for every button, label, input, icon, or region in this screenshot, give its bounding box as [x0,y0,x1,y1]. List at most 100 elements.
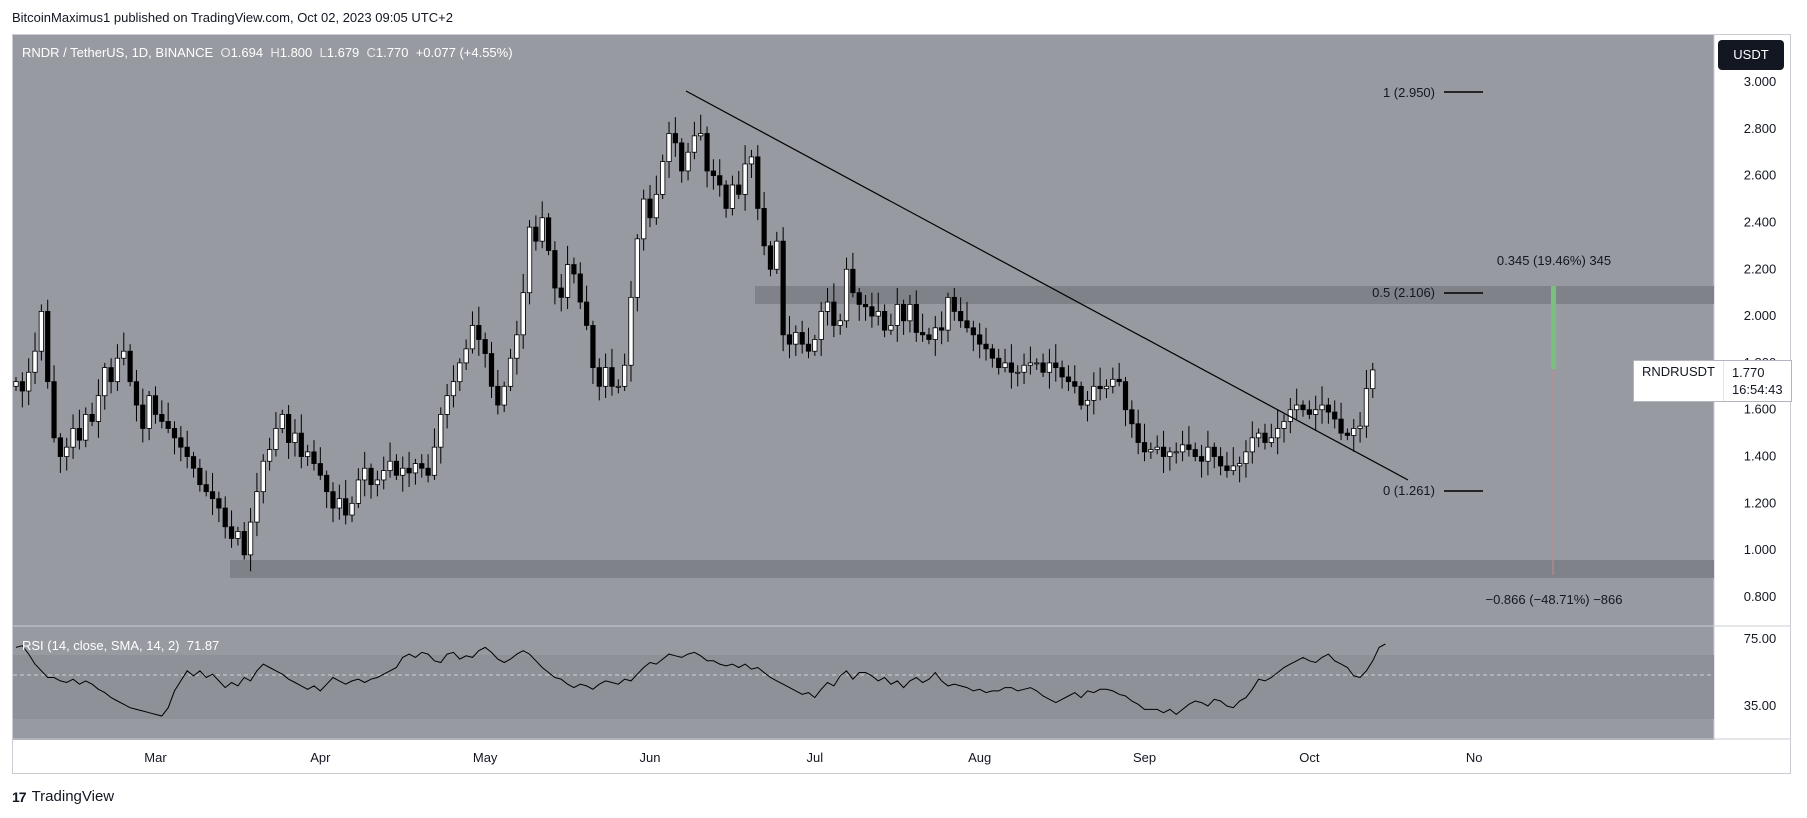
candle [1275,409,1281,455]
candle [1205,430,1211,476]
candle [1363,369,1370,438]
candle [171,421,178,455]
candle [159,400,165,429]
candle [571,257,577,284]
candle [1110,367,1116,394]
tradingview-logo[interactable]: 17 TradingView [12,788,114,805]
candle [1097,367,1103,401]
candle [1040,353,1046,377]
candle [140,388,146,443]
candle [305,444,311,466]
candle [311,440,317,471]
descending-trendline [685,90,1409,481]
candle [400,456,406,492]
price-tick-label: 2.200 [1744,261,1777,276]
candle [767,241,774,277]
candle [393,454,400,480]
candle [539,201,545,249]
candle [95,379,102,438]
candle [584,285,590,331]
candles-layer [13,114,1376,572]
candle [755,145,761,221]
low-value: 1.679 [326,45,360,60]
candle [774,231,780,274]
candle [590,320,596,384]
support-zone [230,560,1714,578]
candle [444,383,450,429]
candle [609,348,615,396]
candle [495,369,501,415]
close-label: C [366,45,376,60]
candle [1179,430,1186,462]
rsi-axis: 75.00 35.00 [1744,631,1777,713]
currency-button[interactable]: USDT [1718,40,1784,70]
candle [1129,400,1135,438]
candle [901,299,907,335]
candle [425,454,431,483]
candle [197,458,203,492]
candle [298,414,304,469]
candle [812,334,818,356]
candle [1021,353,1027,384]
candle [1103,379,1110,399]
candle [121,332,127,366]
price-tick-label: 2.000 [1744,308,1777,323]
candle [1281,414,1287,443]
high-label: H [270,45,280,60]
time-tick-label: Sep [1133,750,1156,765]
measure-down-label: −0.866 (−48.71%) −866 [1486,592,1623,607]
candle [1167,447,1173,471]
measure-up-label: 0.345 (19.46%) 345 [1497,253,1611,268]
low-label: L [319,45,327,60]
rsi-tick-label: 35.00 [1744,698,1777,713]
price-tag-countdown: 16:54:43 [1731,382,1783,397]
candle [19,372,25,408]
fib-0-label: 0 (1.261) [1383,483,1435,498]
candle [850,252,856,298]
candle [679,138,685,183]
candle [235,526,241,546]
price-axis-background [1714,35,1790,773]
close-value: 1.770 [375,45,409,60]
rsi-value: 71.87 [186,638,220,653]
candle [526,220,533,305]
candle [989,344,995,368]
candle [102,362,108,410]
candle [317,447,323,480]
price-tick-label: 1.600 [1744,402,1777,417]
candle [1141,423,1148,462]
candle [1053,344,1059,382]
candle [184,430,190,469]
candle [862,295,869,321]
candle [273,412,279,457]
candle [748,149,755,178]
candle [628,280,634,382]
candle [926,327,932,345]
candle [260,454,266,504]
candle [1173,442,1179,464]
candle [438,407,444,464]
candle [818,302,824,356]
candle [463,339,469,370]
candle [977,323,983,359]
candle [26,358,32,406]
candle [38,304,44,361]
candle [343,479,349,525]
candle [514,320,520,375]
candle [837,313,843,335]
candle [1065,365,1072,391]
candle [799,320,805,354]
candle [1224,451,1230,478]
tradingview-logo-text: TradingView [31,788,115,805]
candle [1300,400,1306,417]
candle [805,327,812,359]
candle [843,257,850,328]
candle [362,451,368,497]
candle [89,402,95,427]
candle [1015,365,1021,387]
candle [1211,442,1217,469]
time-tick-label: Apr [310,750,331,765]
candle [1084,391,1091,422]
candle [1059,360,1065,389]
